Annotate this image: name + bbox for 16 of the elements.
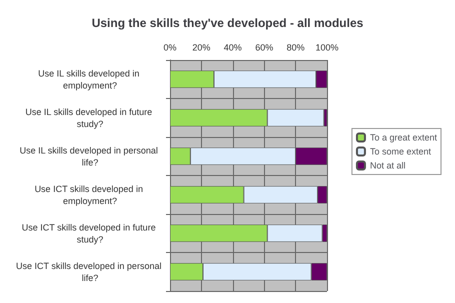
y-tick-label: Use ICT skills developed in personal life? [16,260,164,283]
chart-title: Using the skills they've developed - all modules [92,16,364,30]
y-tick-label: Use ICT skills developed in employment? [34,184,146,206]
y-tick-label: Use IL skills developed in personal life? [20,145,160,168]
x-tick-label: 80% [286,42,305,52]
x-tick-label: 40% [224,42,242,52]
y-tick-label: Use IL skills developed in employment? [38,68,142,90]
x-tick-label: 100% [315,42,339,52]
legend-label: Not at all [370,160,406,170]
y-tick-label: Use ICT skills developed in future study? [22,222,158,244]
x-tick-label: 60% [255,42,274,52]
legend-label: To a great extent [370,132,438,142]
x-tick-label: 20% [192,42,210,52]
x-tick-label: 0% [163,42,177,52]
y-tick-label: Use IL skills developed in future study? [25,106,155,129]
legend-label: To some extent [370,146,432,156]
